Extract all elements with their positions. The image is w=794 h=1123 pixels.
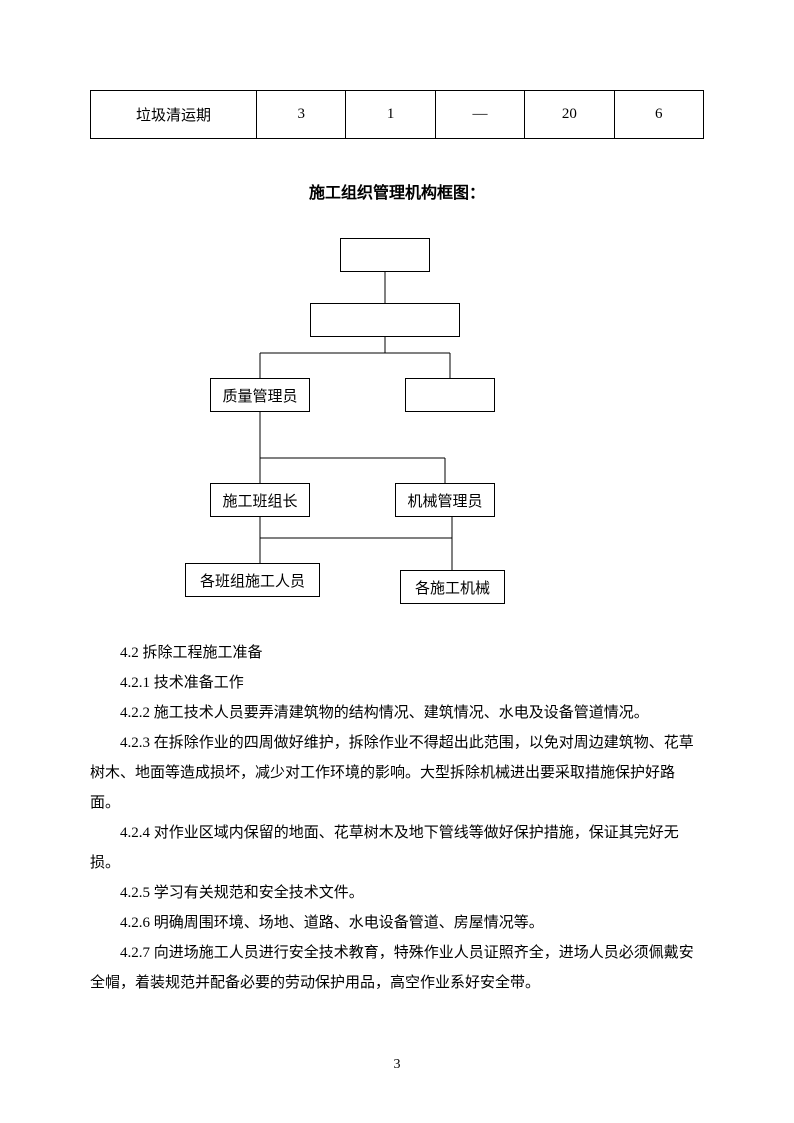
table-cell: — — [435, 91, 524, 139]
org-node: 机械管理员 — [395, 483, 495, 517]
table-cell: 20 — [525, 91, 614, 139]
body-paragraph: 4.2.5 学习有关规范和安全技术文件。 — [90, 878, 704, 908]
table-row: 垃圾清运期 3 1 — 20 6 — [91, 91, 704, 139]
org-node: 各施工机械 — [400, 570, 505, 604]
table-cell: 垃圾清运期 — [91, 91, 257, 139]
body-paragraph: 4.2.3 在拆除作业的四周做好维护，拆除作业不得超出此范围，以免对周边建筑物、… — [90, 728, 704, 818]
body-paragraph: 4.2.2 施工技术人员要弄清建筑物的结构情况、建筑情况、水电及设备管道情况。 — [90, 698, 704, 728]
org-node — [310, 303, 460, 337]
body-text: 4.2 拆除工程施工准备4.2.1 技术准备工作4.2.2 施工技术人员要弄清建… — [90, 638, 704, 998]
body-paragraph: 4.2.4 对作业区域内保留的地面、花草树木及地下管线等做好保护措施，保证其完好… — [90, 818, 704, 878]
org-chart: 质量管理员施工班组长 机械管理员各班组施工人员 各施工机械 — [90, 228, 704, 628]
body-paragraph: 4.2.7 向进场施工人员进行安全技术教育，特殊作业人员证照齐全，进场人员必须佩… — [90, 938, 704, 998]
org-node — [405, 378, 495, 412]
body-paragraph: 4.2.6 明确周围环境、场地、道路、水电设备管道、房屋情况等。 — [90, 908, 704, 938]
body-paragraph: 4.2 拆除工程施工准备 — [90, 638, 704, 668]
table-cell: 1 — [346, 91, 435, 139]
org-node: 施工班组长 — [210, 483, 310, 517]
data-table: 垃圾清运期 3 1 — 20 6 — [90, 90, 704, 139]
body-paragraph: 4.2.1 技术准备工作 — [90, 668, 704, 698]
org-node — [340, 238, 430, 272]
org-node: 质量管理员 — [210, 378, 310, 412]
table-cell: 6 — [614, 91, 703, 139]
table-cell: 3 — [257, 91, 346, 139]
org-node: 各班组施工人员 — [185, 563, 320, 597]
chart-title: 施工组织管理机构框图： — [90, 179, 704, 203]
page-number: 3 — [0, 1057, 794, 1073]
